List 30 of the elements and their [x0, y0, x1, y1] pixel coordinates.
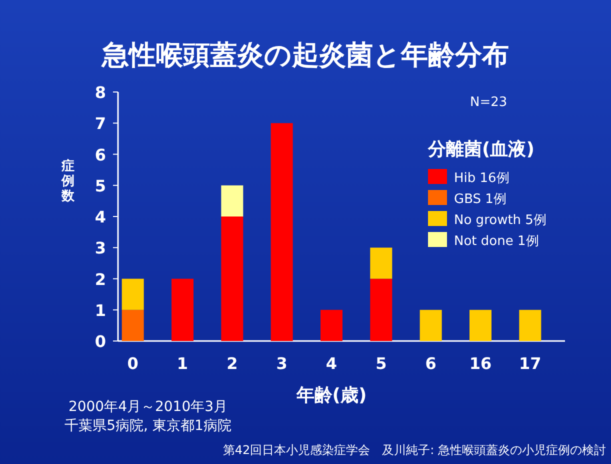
- text: 第42回日本小児感染症学会 及川純子: 急性喉頭蓋炎の小児症例の検討: [222, 443, 606, 457]
- y-tick-label: 2: [94, 270, 106, 289]
- y-tick-label: 3: [94, 238, 106, 258]
- x-tick-label: 17: [519, 354, 542, 373]
- y-tick-label: 0: [94, 332, 106, 351]
- y-tick-label: 8: [94, 83, 106, 102]
- legend-title: 分離菌(血液): [427, 139, 534, 160]
- x-tick-label: 0: [127, 354, 138, 373]
- x-tick-label: 16: [469, 354, 492, 373]
- legend-label: GBS 1例: [454, 192, 506, 207]
- y-tick-label: 4: [94, 208, 106, 226]
- x-axis-title: 年齢(歳): [295, 385, 367, 406]
- x-tick-label: 1: [176, 354, 188, 373]
- y-axis-title: 症例数: [60, 158, 76, 204]
- x-tick-label: 6: [425, 354, 436, 373]
- legend-label: Hib 16例: [454, 171, 510, 186]
- legend-label: No growth 5例: [454, 213, 546, 228]
- x-tick-label: 3: [276, 354, 288, 373]
- y-tick-label: 6: [94, 145, 106, 164]
- chart-title: 急性喉頭蓋炎の起炎菌と年齢分布: [101, 40, 509, 71]
- text: 2000年4月～2010年3月: [68, 399, 228, 415]
- x-tick-label: 2: [226, 354, 238, 373]
- annotation: N=23: [470, 95, 508, 110]
- x-tick-label: 4: [326, 354, 338, 373]
- y-tick-label: 1: [94, 300, 106, 320]
- y-tick-label: 5: [94, 176, 106, 196]
- y-tick-label: 7: [94, 114, 106, 134]
- legend-label: Not done 1例: [454, 234, 539, 249]
- text: 千葉県5病院, 東京都1病院: [64, 418, 232, 434]
- x-tick-label: 5: [376, 354, 387, 373]
